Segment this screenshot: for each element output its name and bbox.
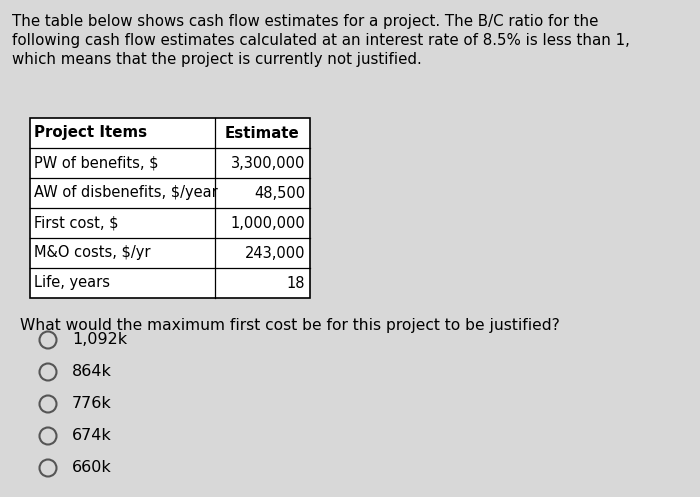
Bar [30,118,310,298]
Text: Project Items: Project Items [34,126,147,141]
Text: 660k: 660k [72,461,112,476]
Text: Life, years: Life, years [34,275,110,291]
Text: 1,092k: 1,092k [72,332,127,347]
Text: 48,500: 48,500 [254,185,305,200]
Text: which means that the project is currently not justified.: which means that the project is currentl… [12,52,421,67]
Text: 243,000: 243,000 [244,246,305,260]
Text: M&O costs, $/yr: M&O costs, $/yr [34,246,150,260]
Text: 864k: 864k [72,364,112,380]
Text: Estimate: Estimate [225,126,300,141]
Text: The table below shows cash flow estimates for a project. The B/C ratio for the: The table below shows cash flow estimate… [12,14,598,29]
Text: 3,300,000: 3,300,000 [230,156,305,170]
Text: 674k: 674k [72,428,112,443]
Text: 1,000,000: 1,000,000 [230,216,305,231]
Text: following cash flow estimates calculated at an interest rate of 8.5% is less tha: following cash flow estimates calculated… [12,33,630,48]
Text: AW of disbenefits, $/year: AW of disbenefits, $/year [34,185,218,200]
Text: 18: 18 [286,275,305,291]
Text: 776k: 776k [72,397,112,412]
Text: PW of benefits, $: PW of benefits, $ [34,156,158,170]
Text: First cost, $: First cost, $ [34,216,118,231]
Text: What would the maximum first cost be for this project to be justified?: What would the maximum first cost be for… [20,318,560,333]
